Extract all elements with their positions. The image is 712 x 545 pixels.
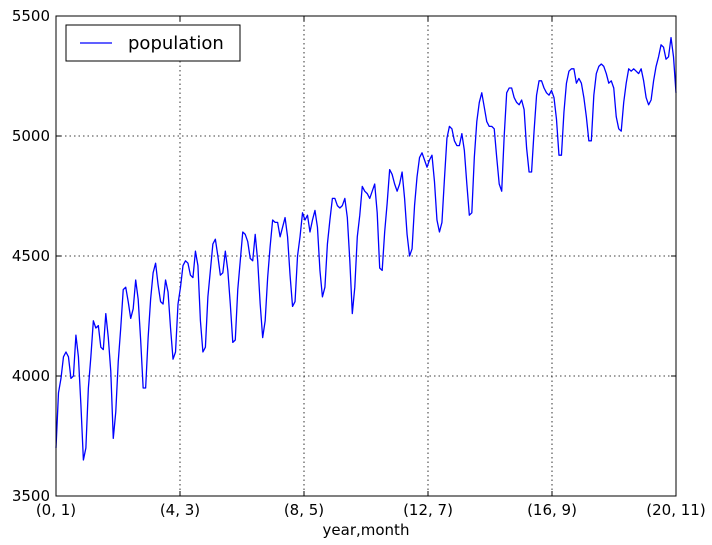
grid-lines [56,16,676,496]
y-tick-label: 4000 [12,367,50,385]
y-tick-label: 5000 [12,127,50,145]
x-tick-label: (20, 11) [646,501,705,519]
x-tick-label: (12, 7) [403,501,453,519]
x-tick-label: (16, 9) [527,501,577,519]
y-tick-label: 4500 [12,247,50,265]
y-tick-label: 3500 [12,487,50,505]
x-axis-title: year,month [323,521,410,539]
y-tick-label: 5500 [12,7,50,25]
x-tick-label: (4, 3) [160,501,200,519]
legend: population [65,24,241,62]
series-line-population [55,36,677,461]
x-tick-label: (0, 1) [36,501,76,519]
x-tick-label: (8, 5) [284,501,324,519]
axis-ticks: 3500 4000 4500 5000 5500 (0, 1) (4, 3) (8, 5) (1… [12,7,706,519]
series-layer [55,36,677,461]
legend-series-label: population [128,33,224,54]
